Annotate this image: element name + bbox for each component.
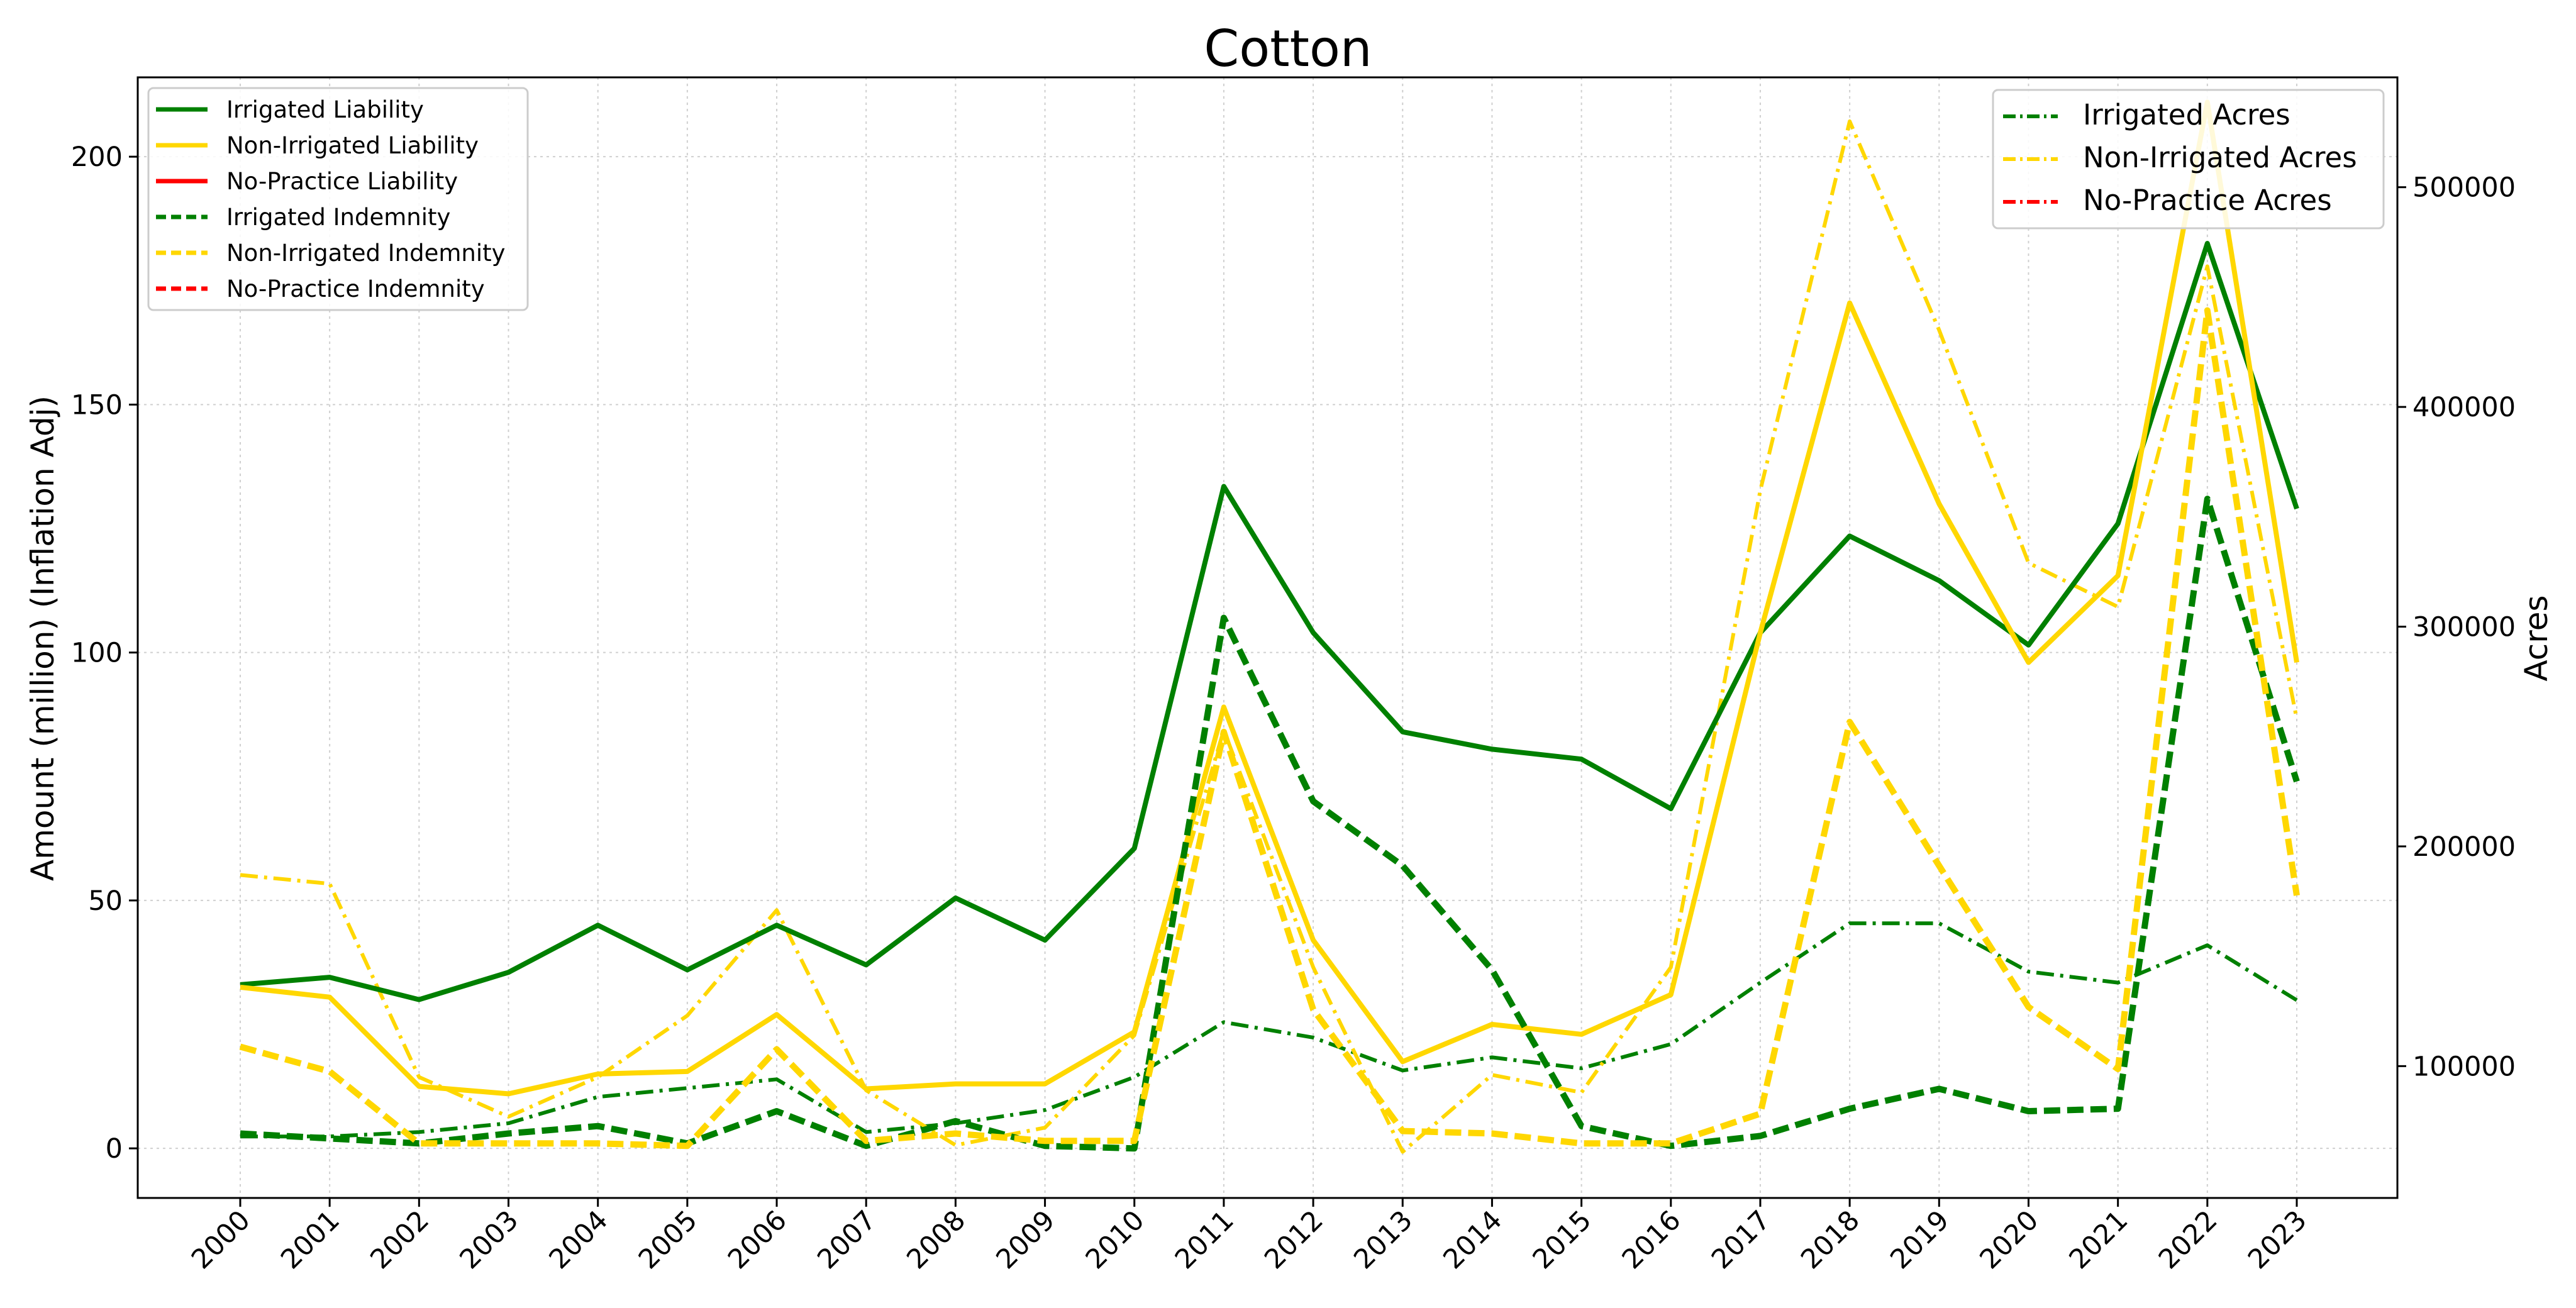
y-axis-left: 0 50 100 150 200 — [71, 141, 138, 1165]
series-layer — [239, 99, 2300, 1154]
y-tick-label: 50 — [88, 885, 123, 917]
series-non-irrigated-acres — [240, 119, 2299, 1154]
y-tick-label: 0 — [106, 1133, 123, 1165]
chart-title: Cotton — [1204, 19, 1372, 78]
legend-left: Irrigated Liability Non-Irrigated Liabili… — [147, 87, 529, 311]
legend-label: Non-Irrigated Indemnity — [226, 240, 506, 267]
legend-label: No-Practice Acres — [2083, 184, 2332, 217]
y2-tick-label: 200000 — [2412, 831, 2516, 863]
series-non-irrigated-liability — [240, 99, 2299, 1097]
plot-frame — [136, 76, 2399, 1199]
y-axis-left-title: Amount (million) (Inflation Adj) — [25, 396, 61, 881]
y2-tick-label: 500000 — [2412, 172, 2516, 204]
y-tick-label: 200 — [71, 141, 123, 173]
legend-label: Irrigated Acres — [2083, 98, 2290, 131]
y-tick-label: 100 — [71, 638, 123, 669]
y2-tick-label: 300000 — [2412, 612, 2516, 643]
legend-label: Irrigated Liability — [226, 96, 424, 123]
series-irrigated-liability — [240, 241, 2299, 1002]
y-axis-right-title: Acres — [2518, 595, 2555, 681]
legend-label: Irrigated Indemnity — [226, 204, 450, 231]
grid — [138, 77, 2397, 1198]
y-tick-label: 150 — [71, 389, 123, 421]
legend-box — [1992, 89, 2385, 230]
legend-label: No-Practice Liability — [226, 168, 458, 195]
y2-tick-label: 100000 — [2412, 1051, 2516, 1082]
legend-right: Irrigated Acres Non-Irrigated Acres No-Pra… — [1992, 89, 2385, 230]
y-axis-right: 100000 200000 300000 400000 500000 — [2397, 172, 2516, 1082]
series-irrigated-indemnity — [240, 496, 2300, 1152]
series-irrigated-acres — [240, 921, 2298, 1139]
legend-label: Non-Irrigated Acres — [2083, 141, 2357, 174]
legend-box — [147, 87, 529, 311]
series-non-irrigated-indemnity — [239, 307, 2300, 1150]
legend-label: No-Practice Indemnity — [226, 275, 485, 302]
legend-label: Non-Irrigated Liability — [226, 132, 479, 159]
y2-tick-label: 400000 — [2412, 392, 2516, 423]
